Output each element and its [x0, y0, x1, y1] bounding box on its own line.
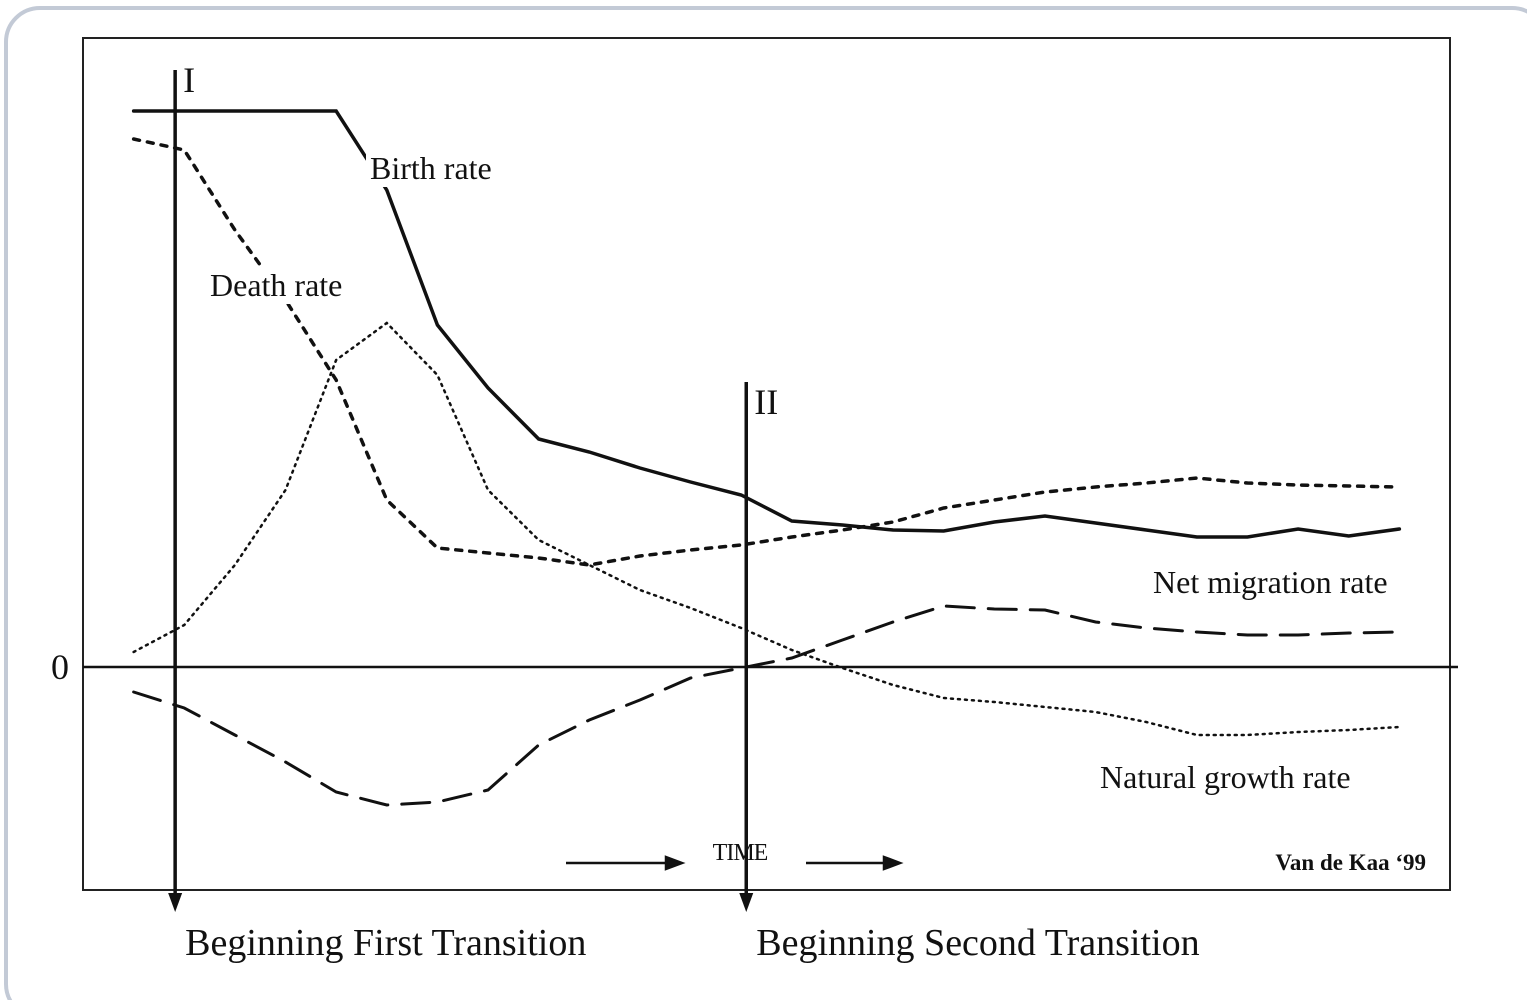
- series-line: [132, 321, 1401, 737]
- series-label: Natural growth rate: [1100, 759, 1351, 795]
- marker-arrowhead: [739, 893, 754, 912]
- series-line: [131, 137, 1402, 567]
- label-bg: [366, 149, 496, 187]
- series-line: [131, 109, 1402, 539]
- label-bg: [1096, 758, 1355, 796]
- series-label: Birth rate: [370, 150, 492, 186]
- series-line: [132, 604, 1401, 807]
- transition-label: Beginning First Transition: [185, 922, 586, 964]
- transition-label: Beginning Second Transition: [756, 922, 1199, 964]
- plot-frame: [82, 37, 1451, 891]
- marker-arrowhead: [168, 893, 183, 912]
- time-arrows: [566, 855, 904, 871]
- marker-label: I: [183, 60, 195, 100]
- series-label: Death rate: [210, 267, 342, 303]
- marker-label: II: [754, 382, 778, 422]
- source-label: Van de Kaa ‘99: [1275, 850, 1426, 875]
- label-bg: [1149, 563, 1392, 601]
- series-label: Net migration rate: [1153, 564, 1388, 600]
- y-tick-label: 0: [51, 647, 69, 687]
- time-label: TIME: [713, 840, 768, 866]
- label-bg: [206, 266, 347, 304]
